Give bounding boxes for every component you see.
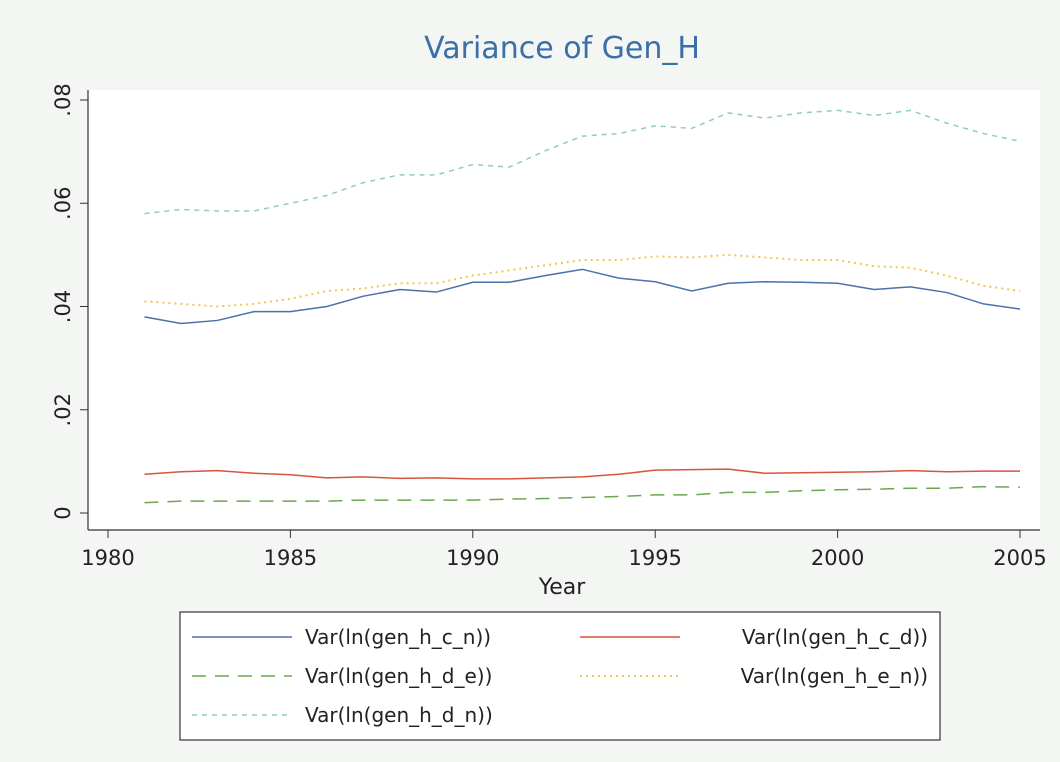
y-tick-label: 0 [51, 506, 75, 519]
x-tick-label: 2005 [993, 546, 1046, 570]
series-line [144, 268, 1021, 325]
legend-label: Var(ln(gen_h_c_n)) [305, 625, 491, 649]
x-tick-label: 1985 [264, 546, 317, 570]
x-tick-label: 1995 [628, 546, 681, 570]
series-line [144, 109, 1021, 215]
chart-title: Variance of Gen_H [424, 31, 700, 66]
x-tick-label: 2000 [811, 546, 864, 570]
legend-label: Var(ln(gen_h_c_d)) [742, 625, 928, 649]
series-line [144, 485, 1021, 504]
legend-box [179, 611, 941, 741]
series-line [144, 468, 1020, 480]
x-tick-label: 1990 [446, 546, 499, 570]
plot-area [88, 90, 1040, 530]
legend-label: Var(ln(gen_h_d_e)) [305, 664, 492, 688]
y-tick-label: .08 [51, 83, 75, 116]
legend-label: Var(ln(gen_h_d_n)) [305, 703, 493, 727]
y-tick-label: .02 [51, 393, 75, 426]
x-axis-label: Year [538, 575, 587, 600]
y-tick-label: .06 [51, 187, 75, 220]
x-tick-label: 1980 [81, 546, 134, 570]
legend-label: Var(ln(gen_h_e_n)) [741, 664, 928, 688]
y-tick-label: .04 [51, 290, 75, 323]
